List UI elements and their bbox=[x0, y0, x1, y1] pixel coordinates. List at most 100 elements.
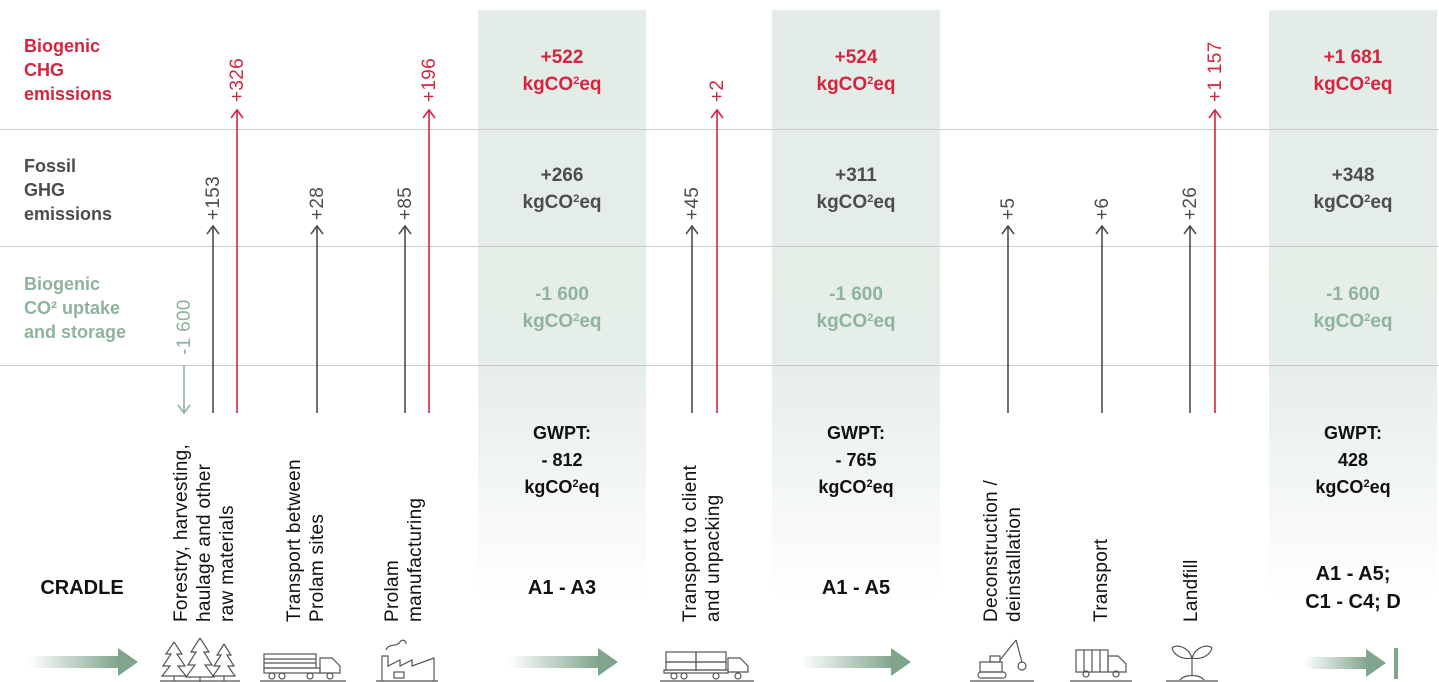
arrow-step3-fossil bbox=[398, 224, 412, 413]
sprout-icon bbox=[1166, 645, 1218, 682]
arrow-step4-fossil bbox=[685, 224, 699, 413]
summary-unit: kgCO2eq bbox=[816, 311, 896, 332]
step-label-line: manufacturing bbox=[405, 497, 426, 622]
row-label-biogenic-ghg: Biogenic CHG emissions bbox=[24, 34, 112, 106]
gwpt-unit: kgCO2eq bbox=[818, 477, 894, 497]
summary-panel-total bbox=[1269, 10, 1437, 600]
gwpt-label: GWPT: bbox=[827, 423, 885, 443]
value-step7-fossil: +26 bbox=[1180, 186, 1201, 220]
stage-name-line: CRADLE bbox=[40, 577, 124, 599]
arrow-step1-fossil bbox=[206, 224, 220, 413]
stage-cradle: CRADLE bbox=[20, 574, 144, 602]
gwpt-a1-a3: GWPT: - 812 kgCO2eq bbox=[478, 420, 646, 501]
step-label-landfill: Landfill bbox=[1180, 559, 1203, 622]
row-label-fossil-ghg: Fossil GHG emissions bbox=[24, 154, 112, 226]
value-step6-fossil: +6 bbox=[1092, 197, 1113, 220]
summary-a1-a3-fossil: +266 kgCO2eq bbox=[478, 162, 646, 216]
step-label-transport-client: Transport to client and unpacking bbox=[679, 465, 725, 622]
value-step5-fossil: +5 bbox=[998, 197, 1019, 220]
step-label-deconstruction: Deconstruction / deinstallation bbox=[980, 480, 1026, 622]
trees-icon bbox=[160, 637, 240, 682]
row-label-line: CHG bbox=[24, 60, 64, 80]
stage-name-line: A1 - A5 bbox=[821, 577, 891, 599]
gwpt-value: - 765 bbox=[835, 450, 877, 470]
summary-panel-a1-a3 bbox=[478, 10, 646, 600]
arrow-step1-uptake bbox=[177, 365, 191, 415]
factory-icon bbox=[376, 639, 438, 682]
value-step1-biogenic: +326 bbox=[227, 58, 248, 102]
garbage-truck-icon bbox=[1070, 649, 1132, 682]
gwpt-a1-a5: GWPT: - 765 kgCO2eq bbox=[772, 420, 940, 501]
step-label-line: Prolam sites bbox=[307, 513, 328, 622]
summary-total-uptake: -1 600 kgCO2eq bbox=[1269, 281, 1437, 335]
summary-value: +522 bbox=[540, 47, 584, 68]
step-label-manufacturing: Prolam manufacturing bbox=[381, 498, 427, 622]
step-label-line: Landfill bbox=[1181, 559, 1202, 622]
flow-arrow bbox=[28, 648, 138, 676]
row-label-line: GHG bbox=[24, 180, 66, 200]
row-label-biogenic-uptake: Biogenic CO² uptake and storage bbox=[24, 272, 126, 344]
arrow-step7-biogenic bbox=[1208, 108, 1222, 413]
row-label-line: emissions bbox=[24, 204, 113, 224]
arrow-step1-biogenic bbox=[230, 108, 244, 413]
value-step3-fossil: +85 bbox=[395, 186, 416, 220]
gwpt-unit: kgCO2eq bbox=[1315, 477, 1391, 497]
gwpt-value: 428 bbox=[1337, 450, 1369, 470]
summary-value: +266 bbox=[540, 165, 584, 186]
summary-unit: kgCO2eq bbox=[522, 74, 602, 95]
summary-a1-a3-uptake: -1 600 kgCO2eq bbox=[478, 281, 646, 335]
gwpt-total: GWPT: 428 kgCO2eq bbox=[1269, 420, 1437, 501]
summary-value: -1 600 bbox=[1326, 284, 1380, 305]
gwpt-value: - 812 bbox=[541, 450, 583, 470]
summary-unit: kgCO2eq bbox=[816, 74, 896, 95]
step-label-transport: Transport bbox=[1090, 539, 1113, 622]
value-step3-biogenic: +196 bbox=[419, 58, 440, 102]
arrow-step4-biogenic bbox=[710, 108, 724, 413]
summary-value: +1 681 bbox=[1323, 47, 1383, 68]
step-label-line: Deconstruction / bbox=[981, 479, 1002, 622]
summary-value: +348 bbox=[1331, 165, 1375, 186]
step-label-line: Forestry, harvesting, bbox=[171, 443, 192, 622]
stage-name-line: C1 - C4; D bbox=[1305, 591, 1401, 613]
arrow-step2-fossil bbox=[310, 224, 324, 413]
summary-unit: kgCO2eq bbox=[1313, 74, 1393, 95]
value-step1-fossil: +153 bbox=[203, 176, 224, 220]
gwpt-label: GWPT: bbox=[533, 423, 591, 443]
summary-unit: kgCO2eq bbox=[1313, 311, 1393, 332]
summary-a1-a5-biogenic: +524 kgCO2eq bbox=[772, 44, 940, 98]
stage-name-line: A1 - A5; bbox=[1315, 563, 1391, 585]
row-label-line: emissions bbox=[24, 84, 113, 104]
step-label-transport-sites: Transport between Prolam sites bbox=[283, 459, 329, 622]
summary-unit: kgCO2eq bbox=[1313, 192, 1393, 213]
row-label-line: CO² uptake bbox=[24, 298, 121, 318]
summary-unit: kgCO2eq bbox=[522, 311, 602, 332]
stage-a1-a5: A1 - A5 bbox=[772, 574, 940, 602]
summary-a1-a3-biogenic: +522 kgCO2eq bbox=[478, 44, 646, 98]
arrow-step3-biogenic bbox=[422, 108, 436, 413]
summary-a1-a5-fossil: +311 kgCO2eq bbox=[772, 162, 940, 216]
step-label-line: deinstallation bbox=[1004, 506, 1025, 622]
gwpt-label: GWPT: bbox=[1324, 423, 1382, 443]
step-label-line: haulage and other bbox=[194, 463, 215, 622]
value-step4-fossil: +45 bbox=[682, 186, 703, 220]
row-label-line: Biogenic bbox=[24, 274, 101, 294]
truck-icon bbox=[660, 651, 754, 682]
stage-a1-a3: A1 - A3 bbox=[478, 574, 646, 602]
row-divider bbox=[0, 129, 1439, 130]
value-step1-uptake: -1 600 bbox=[174, 299, 195, 355]
stage-total: A1 - A5; C1 - C4; D bbox=[1269, 560, 1437, 616]
value-step7-biogenic: +1 157 bbox=[1205, 41, 1226, 102]
row-label-line: Fossil bbox=[24, 156, 77, 176]
arrow-step5-fossil bbox=[1001, 224, 1015, 413]
summary-value: +311 bbox=[835, 165, 877, 186]
step-label-line: Transport to client bbox=[680, 464, 701, 622]
summary-value: -1 600 bbox=[535, 284, 589, 305]
summary-value: +524 bbox=[834, 47, 878, 68]
step-label-line: Transport between bbox=[284, 459, 305, 622]
row-divider bbox=[0, 365, 1439, 366]
log-truck-icon bbox=[260, 653, 346, 682]
arrow-step7-fossil bbox=[1183, 224, 1197, 413]
summary-a1-a5-uptake: -1 600 kgCO2eq bbox=[772, 281, 940, 335]
value-step4-biogenic: +2 bbox=[707, 79, 728, 102]
